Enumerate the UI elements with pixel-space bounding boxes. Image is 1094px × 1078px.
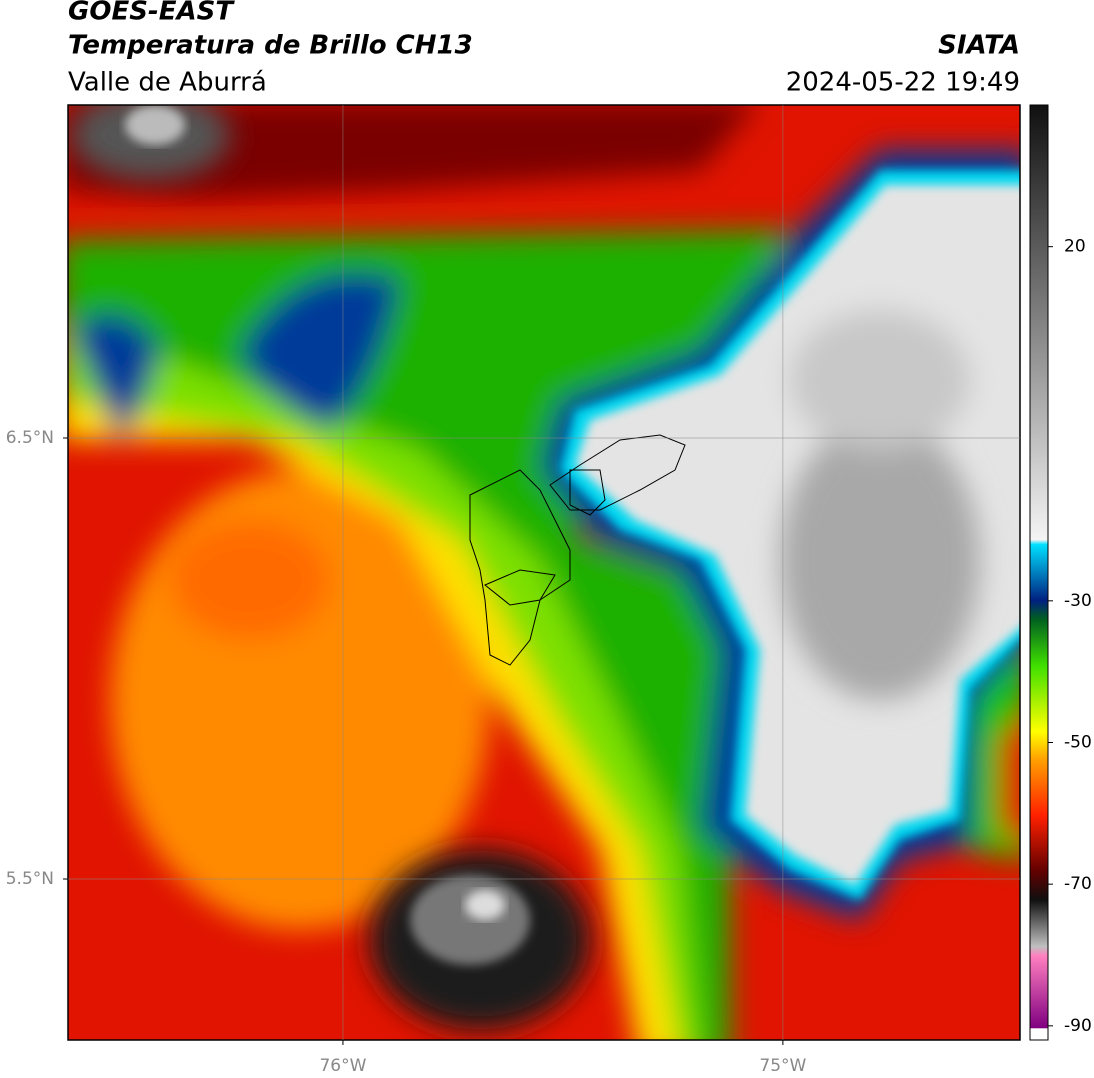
- colorbar-tick-label: -70: [1064, 874, 1092, 894]
- x-tick-label: 76°W: [319, 1056, 366, 1076]
- source: SIATA: [938, 31, 1020, 61]
- datetime: 2024-05-22 19:49: [786, 68, 1020, 98]
- colorbar-tick-label: -50: [1064, 733, 1092, 753]
- map-frame: [67, 104, 1021, 1041]
- colorbar-tick-label: -90: [1064, 1016, 1092, 1036]
- y-tick-label: 5.5°N: [6, 869, 54, 889]
- y-tick-label: 6.5°N: [6, 428, 54, 448]
- title: GOES-EAST: [68, 0, 235, 27]
- colorbar-tick-label: 20: [1064, 237, 1086, 257]
- colorbar-tick-label: -30: [1064, 591, 1092, 611]
- satellite-image: [68, 105, 1020, 1040]
- x-tick-label: 75°W: [759, 1056, 806, 1076]
- region: Valle de Aburrá: [68, 68, 267, 98]
- colorbar: [1029, 104, 1049, 1041]
- subtitle: Temperatura de Brillo CH13: [68, 31, 473, 61]
